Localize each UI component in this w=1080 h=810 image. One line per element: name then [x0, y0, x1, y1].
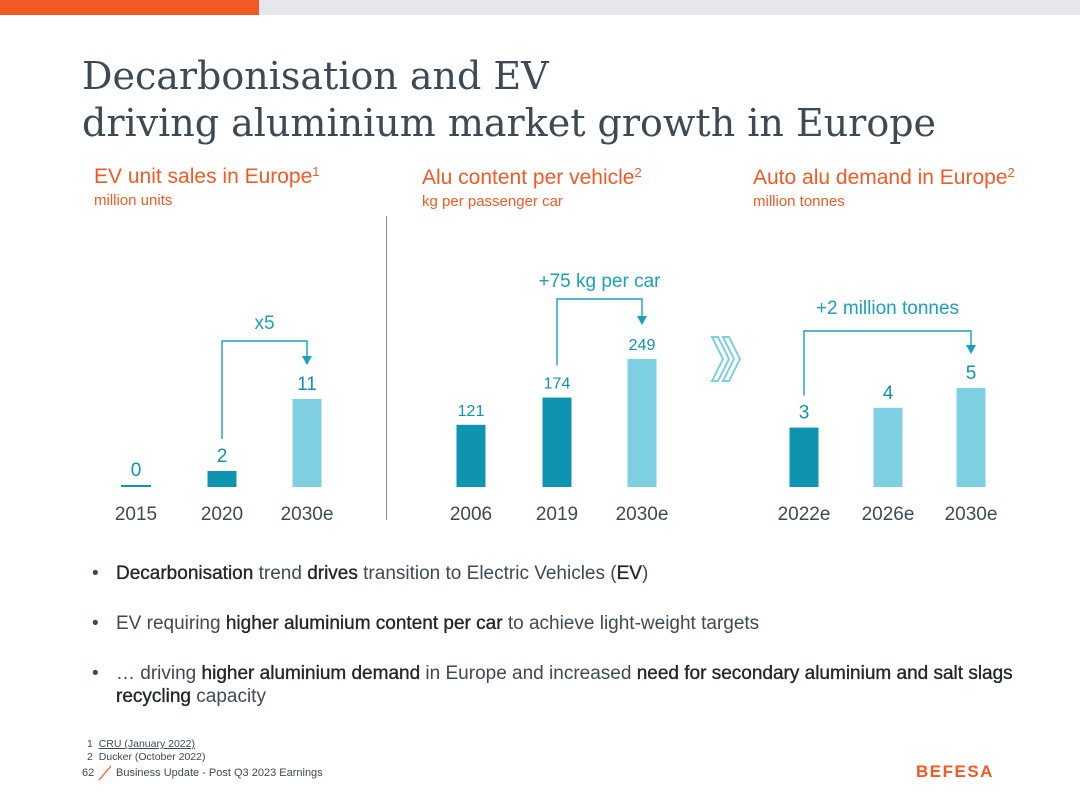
annotation-label: x5 — [254, 313, 274, 334]
bullet-emphasis: Decarbonisation — [116, 563, 254, 584]
bullet-text: ) — [641, 563, 649, 584]
ev-sales-header: EV unit sales in Europe1 million units — [94, 164, 320, 209]
footer-text: Business Update - Post Q3 2023 Earnings — [116, 767, 323, 779]
bar-value-label: 121 — [458, 403, 485, 420]
bar — [627, 359, 657, 487]
befesa-logo: BEFESA — [916, 762, 994, 781]
footnote-2-source: Ducker (October 2022) — [98, 751, 206, 763]
alu-content-header: Alu content per vehicle2 kg per passenge… — [422, 165, 642, 210]
alu-content-title: Alu content per vehicle2 — [422, 165, 642, 189]
category-label: 2030e — [281, 504, 334, 525]
bar-value-label: 174 — [544, 376, 571, 393]
bullet-text: in Europe and increased — [420, 663, 637, 684]
bar — [873, 407, 903, 487]
bullet-emphasis: drives — [307, 563, 358, 584]
alu-demand-title: Auto alu demand in Europe2 — [753, 165, 1015, 189]
category-label: 2020 — [201, 504, 243, 525]
annotation-bracket — [221, 340, 308, 439]
slash-icon — [98, 765, 112, 781]
bullet-text: EV requiring — [116, 613, 226, 634]
bullet-emphasis: higher aluminium demand — [201, 663, 421, 684]
bar-value-label: 3 — [799, 403, 810, 424]
bullet-item: … driving higher aluminium demand in Eur… — [92, 662, 1022, 708]
bullet-text: capacity — [190, 686, 266, 707]
bar-value-label: 11 — [297, 374, 317, 395]
annotation-label: +75 kg per car — [539, 271, 662, 292]
bar-value-label: 5 — [966, 363, 977, 384]
bar — [542, 397, 572, 487]
bullet-emphasis: higher aluminium content per car — [225, 613, 503, 634]
section-divider — [386, 216, 387, 520]
annotation-bracket — [803, 330, 972, 396]
alu-content-subtitle: kg per passenger car — [422, 193, 563, 210]
annotation-bracket — [556, 298, 643, 366]
slide-title: Decarbonisation and EV driving aluminium… — [82, 53, 1042, 147]
category-label: 2019 — [536, 504, 578, 525]
category-label: 2026e — [862, 504, 915, 525]
bar — [956, 388, 986, 487]
category-label: 2030e — [945, 504, 998, 525]
annotation-label: +2 million tonnes — [816, 298, 959, 319]
alu-demand-subtitle: million tonnes — [753, 193, 845, 210]
annotation-arrowhead — [637, 316, 647, 325]
ev-sales-subtitle: million units — [94, 192, 173, 209]
bar — [292, 399, 322, 487]
alu-demand-header: Auto alu demand in Europe2 million tonne… — [753, 165, 1015, 210]
charts-canvas: 0 2015 2 2020 11 2030e x5 121 2006 174 2019 249 2030… — [115, 271, 998, 525]
bar-value-label: 2 — [217, 446, 228, 467]
page-number: 62 — [82, 767, 95, 779]
bullet-text: trend — [253, 563, 308, 584]
annotation-arrowhead — [966, 345, 976, 354]
bullet-text: to achieve light-weight targets — [502, 613, 760, 634]
bar — [789, 427, 819, 487]
bullet-text: … driving — [116, 663, 202, 684]
annotation-arrowhead — [302, 356, 312, 365]
bullet-text: transition to Electric Vehicles ( — [357, 563, 617, 584]
bar-value-label: 249 — [629, 337, 656, 354]
bullet-item: Decarbonisation trend drives transition … — [92, 562, 1022, 585]
category-label: 2006 — [450, 504, 492, 525]
bar-value-label: 4 — [883, 383, 894, 404]
bullet-emphasis: need for secondary aluminium and salt sl… — [116, 663, 1013, 707]
footnotes: 1 CRU (January 2022) 2 Ducker (October 2… — [87, 738, 205, 764]
footnote-1-source: CRU (January 2022) — [98, 738, 195, 750]
slide-title-line-2: driving aluminium market growth in Europ… — [82, 101, 937, 145]
bullet-item: EV requiring higher aluminium content pe… — [92, 612, 1022, 635]
footnote-2: 2 Ducker (October 2022) — [87, 751, 206, 763]
bar-value-label: 0 — [131, 460, 142, 481]
bar — [121, 485, 151, 487]
top-bar — [0, 0, 1080, 15]
chevron-arrow-icon — [710, 336, 742, 382]
bar — [456, 424, 486, 487]
category-label: 2015 — [115, 504, 157, 525]
bar — [207, 471, 237, 487]
bullet-emphasis: EV — [616, 563, 642, 584]
top-bar-accent — [0, 0, 259, 15]
slide-title-line-1: Decarbonisation and EV — [82, 54, 549, 98]
ev-sales-title: EV unit sales in Europe1 — [94, 164, 320, 188]
footnote-1: 1 CRU (January 2022) — [87, 738, 195, 750]
category-label: 2022e — [778, 504, 831, 525]
bullet-list: Decarbonisation trend drives transition … — [92, 562, 1022, 735]
category-label: 2030e — [616, 504, 669, 525]
